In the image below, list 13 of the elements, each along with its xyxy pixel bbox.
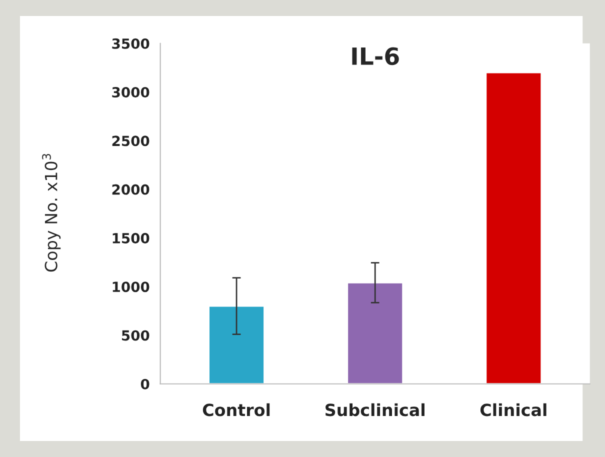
chart-title: IL-6 bbox=[352, 47, 399, 66]
y-tick-label: 500 bbox=[122, 330, 150, 341]
y-tick-label: 1500 bbox=[112, 232, 150, 244]
y-tick-label: 2000 bbox=[112, 184, 150, 195]
y-axis-title: Copy No. x10$^{3}$ bbox=[42, 154, 61, 272]
x-tick-label: Clinical bbox=[480, 403, 546, 416]
y-tick-label: 2500 bbox=[112, 136, 150, 146]
y-tick-label: 1000 bbox=[112, 282, 150, 292]
y-tick-label: 3500 bbox=[112, 38, 150, 49]
y-tick-label: 0 bbox=[140, 378, 150, 390]
x-tick-label: Subclinical bbox=[326, 403, 424, 416]
x-tick-label: Control bbox=[202, 403, 270, 416]
y-tick-label: 3000 bbox=[112, 87, 150, 98]
